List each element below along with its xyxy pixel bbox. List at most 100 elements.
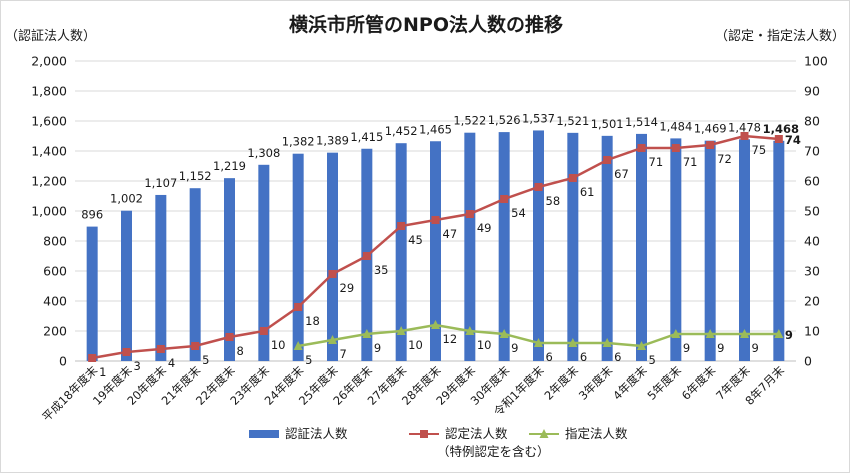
y-right-tick-label: 20 (804, 294, 820, 309)
nintei-value-label: 35 (374, 263, 389, 277)
shitei-value-label: 6 (546, 350, 553, 364)
shitei-value-label: 6 (614, 350, 621, 364)
shitei-value-label: 10 (408, 338, 423, 352)
bar (601, 135, 613, 361)
nintei-value-label: 61 (580, 185, 595, 199)
legend-swatch-bar (249, 430, 279, 438)
bar-value-label: 1,002 (110, 192, 143, 206)
legend-label-nintei-note: （特例認定を含む） (437, 444, 550, 459)
y-right-tick-label: 0 (804, 354, 812, 369)
shitei-marker (705, 329, 715, 338)
nintei-value-label: 8 (237, 344, 244, 358)
chart-title: 横浜市所管のNPO法人数の推移 (289, 13, 563, 36)
nintei-marker (328, 270, 337, 278)
nintei-value-label: 72 (717, 152, 732, 166)
bar-value-label: 1,465 (419, 122, 452, 136)
bar (224, 178, 235, 361)
y-left-ticks: 0 200 400 600 800 1,000 1,200 1,400 1,600 1,800 2,… (31, 54, 67, 369)
x-tick-label: 6年度末 (679, 363, 719, 403)
y-left-tick-label: 400 (43, 294, 67, 309)
x-tick-label: 平成18年度末 (39, 363, 100, 424)
nintei-value-label: 5 (202, 353, 209, 367)
nintei-marker (122, 348, 131, 356)
y-left-axis-title: （認証法人数） (5, 28, 96, 44)
shitei-marker (774, 329, 784, 338)
nintei-value-label: 71 (649, 155, 664, 169)
y-right-tick-label: 40 (804, 234, 820, 249)
nintei-value-label: 54 (511, 206, 526, 220)
bar (86, 226, 98, 361)
legend-swatch-nintei-marker (420, 430, 428, 438)
bar (773, 140, 785, 361)
nintei-value-label: 4 (168, 356, 175, 370)
nintei-value-label: 58 (546, 194, 561, 208)
x-tick-label: 3年度末 (576, 363, 616, 403)
nintei-value-label: 10 (271, 338, 286, 352)
nintei-value-label: 1 (99, 365, 106, 379)
y-right-tick-label: 50 (804, 204, 820, 219)
y-left-tick-label: 1,800 (31, 84, 67, 99)
legend-swatch-shitei-marker (539, 429, 549, 438)
shitei-marker (499, 329, 509, 338)
bar-value-label: 1,469 (694, 122, 727, 136)
bar (670, 138, 682, 361)
nintei-marker (259, 327, 268, 335)
nintei-marker (774, 135, 783, 143)
y-right-tick-label: 100 (804, 54, 828, 69)
y-left-tick-label: 1,000 (31, 204, 67, 219)
bar-value-label: 1,522 (453, 114, 486, 128)
nintei-marker (740, 132, 749, 140)
y-left-tick-label: 1,600 (31, 114, 67, 129)
bar (533, 130, 544, 361)
bar (464, 132, 476, 361)
nintei-marker (534, 183, 543, 191)
bar (327, 152, 338, 361)
y-right-ticks: 0 10 20 30 40 50 60 70 80 90 100 (804, 54, 828, 369)
nintei-value-label: 29 (340, 281, 355, 295)
nintei-marker (225, 333, 234, 341)
bar-value-label: 1,521 (556, 114, 589, 128)
shitei-marker (740, 329, 749, 338)
shitei-value-label: 9 (374, 341, 381, 355)
shitei-value-label: 9 (752, 341, 759, 355)
bar-value-label: 1,152 (179, 169, 212, 183)
bar-value-label: 1,415 (350, 130, 383, 144)
nintei-marker (568, 174, 577, 182)
bar (704, 140, 716, 361)
nintei-marker (706, 141, 715, 149)
bar (739, 139, 750, 361)
shitei-value-label: 9 (717, 341, 724, 355)
nintei-value-label: 47 (443, 227, 458, 241)
nintei-marker (500, 195, 509, 203)
y-right-tick-label: 30 (804, 264, 820, 279)
bar (395, 143, 407, 361)
nintei-value-label: 71 (683, 155, 698, 169)
bar-value-label: 1,468 (763, 122, 799, 136)
bar-value-label: 1,219 (213, 159, 246, 173)
shitei-marker (602, 338, 612, 347)
nintei-value-label: 18 (305, 314, 320, 328)
nintei-marker (156, 345, 165, 353)
shitei-value-label: 7 (340, 347, 347, 361)
shitei-value-label: 9 (785, 328, 793, 342)
line-series (88, 132, 784, 362)
nintei-marker (191, 342, 200, 350)
legend-label-shitei: 指定法人数 (565, 426, 628, 441)
bar-value-label: 1,514 (625, 115, 658, 129)
y-right-tick-label: 60 (804, 174, 820, 189)
nintei-value-label: 49 (477, 221, 492, 235)
bar-value-label: 896 (81, 208, 103, 222)
shitei-marker (396, 326, 406, 335)
bar (155, 194, 167, 361)
y-right-tick-label: 90 (804, 84, 820, 99)
nintei-marker (362, 252, 371, 260)
y-left-tick-label: 800 (43, 234, 67, 249)
y-left-tick-label: 1,400 (31, 144, 67, 159)
shitei-marker (431, 320, 440, 329)
shitei-marker (637, 341, 646, 350)
bar-value-label: 1,308 (247, 146, 280, 160)
shitei-value-label: 6 (580, 350, 587, 364)
shitei-marker (465, 326, 475, 335)
legend: 認証法人数 認定法人数 （特例認定を含む） 指定法人数 (249, 426, 628, 459)
x-tick-labels: 平成18年度末19年度末20年度末21年度末22年度末23年度末24年度末25年… (39, 363, 787, 424)
